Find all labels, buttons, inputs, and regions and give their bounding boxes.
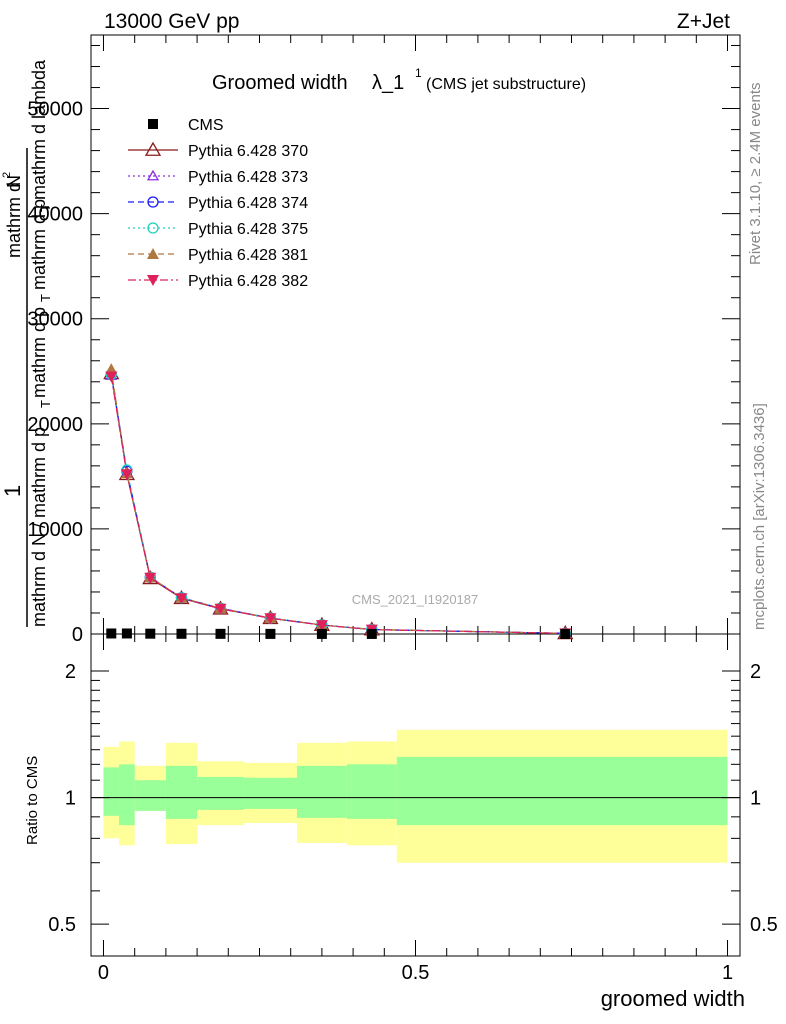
ratio-band-inner-6 — [296, 765, 347, 818]
cms-point — [265, 628, 276, 639]
main-y-axis-label: 1 mathrm d N / mathrm d p T mathrm d N 2… — [0, 59, 53, 627]
mcplots-label: mcplots.cern.ch [arXiv:1306.3436] — [751, 403, 768, 630]
legend-marker — [148, 119, 158, 129]
main-ytick-label: 40000 — [27, 204, 83, 226]
ylabel-denominator: mathrm d N / mathrm d p — [29, 427, 49, 627]
cms-point — [176, 628, 187, 639]
legend-label: Pythia 6.428 373 — [188, 169, 308, 186]
legend-item-0: CMS — [148, 117, 224, 134]
legend-item-5: Pythia 6.428 381 — [128, 247, 308, 264]
cms-point — [106, 628, 117, 639]
legend-item-4: Pythia 6.428 375 — [128, 221, 308, 238]
energy-label: 13000 GeV pp — [104, 10, 239, 33]
title-subtitle: (CMS jet substructure) — [426, 76, 586, 93]
legend-marker — [147, 275, 159, 286]
rivet-version-label: Rivet 3.1.10, ≥ 2.4M events — [747, 83, 764, 266]
series-5-point — [214, 603, 227, 615]
ylabel-one: 1 — [0, 485, 25, 497]
series-5-point — [315, 620, 328, 632]
series-0 — [103, 365, 574, 640]
ylabel-numerator-d: mathrm d — [4, 182, 24, 258]
ratio-y-axis-label: Ratio to CMS — [24, 756, 41, 845]
ratio-ytick-label-left: 0.5 — [48, 914, 76, 936]
xtick-label: 1 — [722, 962, 733, 984]
ratio-ytick-label-right: 1 — [750, 788, 761, 810]
ratio-band-inner-7 — [346, 764, 397, 819]
cms-point — [215, 628, 226, 639]
ylabel-numerator-pT1-sub: T — [38, 294, 53, 302]
series-4 — [105, 363, 572, 639]
series-5-point — [120, 469, 133, 481]
main-axis-ticks: 0 10000 20000 30000 40000 50000 — [27, 45, 740, 646]
series-line-5 — [110, 376, 566, 634]
title-superscript: 1 — [415, 66, 422, 80]
legend-label: Pythia 6.428 382 — [188, 273, 308, 290]
legend-item-1: Pythia 6.428 370 — [128, 141, 308, 160]
series-5-point — [144, 572, 157, 584]
ratio-band-inner-3 — [165, 765, 198, 819]
ratio-band-inner-5 — [243, 777, 297, 809]
process-label: Z+Jet — [677, 10, 730, 33]
main-ytick-label: 20000 — [27, 414, 83, 436]
cms-data-layer — [106, 628, 571, 639]
main-ytick-label: 0 — [72, 624, 83, 646]
main-ytick-label: 50000 — [27, 99, 83, 121]
ylabel-numerator-pT1: mathrm d p — [29, 307, 49, 398]
legend-item-2: Pythia 6.428 373 — [128, 169, 308, 186]
main-ytick-label: 10000 — [27, 519, 83, 541]
xtick-label: 0.5 — [402, 962, 430, 984]
legend-label: Pythia 6.428 374 — [188, 195, 308, 212]
cms-point — [560, 628, 571, 639]
series-3 — [105, 368, 571, 640]
legend-item-3: Pythia 6.428 374 — [128, 195, 308, 212]
ratio-ytick-label-left: 2 — [65, 661, 76, 683]
title-main: Groomed width — [212, 72, 348, 94]
cms-point — [316, 628, 327, 639]
legend-marker — [147, 196, 159, 208]
ratio-ytick-label-left: 1 — [65, 788, 76, 810]
legend-marker — [147, 222, 159, 234]
ratio-band-inner-8 — [396, 756, 728, 826]
series-layer — [103, 363, 574, 640]
ratio-axis-ticks: 0.5 0.5 1 1 2 2 — [48, 661, 778, 936]
legend-label: Pythia 6.428 375 — [188, 221, 308, 238]
x-axis-ticks: 0 0.5 1 — [98, 35, 733, 984]
legend-marker — [147, 248, 159, 259]
ratio-band-inner-4 — [197, 776, 244, 810]
ratio-bands — [103, 729, 728, 863]
ylabel-denominator-sub: T — [38, 400, 53, 408]
legend-marker — [146, 169, 160, 181]
ylabel-numerator-pT2-sub: T — [38, 204, 53, 212]
ylabel-numerator-N: N — [4, 175, 24, 188]
ratio-band-inner-0 — [103, 767, 120, 816]
cms-point — [145, 628, 156, 639]
ylabel-numerator-pT2: mathrm d p — [29, 199, 49, 290]
ratio-band-inner-1 — [119, 764, 135, 826]
ratio-ytick-label-right: 0.5 — [750, 914, 778, 936]
cms-point — [121, 628, 132, 639]
legend-label: CMS — [188, 117, 224, 134]
series-4-point — [105, 363, 118, 375]
xtick-label: 0 — [98, 962, 109, 984]
legend-marker — [144, 141, 162, 156]
ylabel-numerator-exp: 2 — [1, 172, 13, 178]
ratio-ytick-label-right: 2 — [750, 661, 761, 683]
analysis-watermark: CMS_2021_I1920187 — [352, 592, 479, 607]
legend-label: Pythia 6.428 370 — [188, 143, 308, 160]
main-ytick-label: 30000 — [27, 309, 83, 331]
series-5-point — [264, 613, 277, 625]
ylabel-numerator-lambda: mathrm d lambda — [29, 59, 49, 200]
cms-point — [366, 628, 377, 639]
series-5-point — [105, 371, 118, 383]
plot-title: Groomed width λ_1 1 (CMS jet substructur… — [212, 66, 586, 94]
series-5 — [105, 371, 572, 640]
ratio-band-inner-2 — [134, 780, 166, 811]
legend-item-6: Pythia 6.428 382 — [128, 273, 308, 290]
legend-label: Pythia 6.428 381 — [188, 247, 308, 264]
title-lambda: λ_1 — [372, 72, 404, 94]
series-5-point — [175, 593, 188, 605]
x-axis-label: groomed width — [601, 986, 745, 1011]
legend: CMS Pythia 6.428 370 Pythia 6.428 373 Pythi… — [128, 117, 308, 290]
